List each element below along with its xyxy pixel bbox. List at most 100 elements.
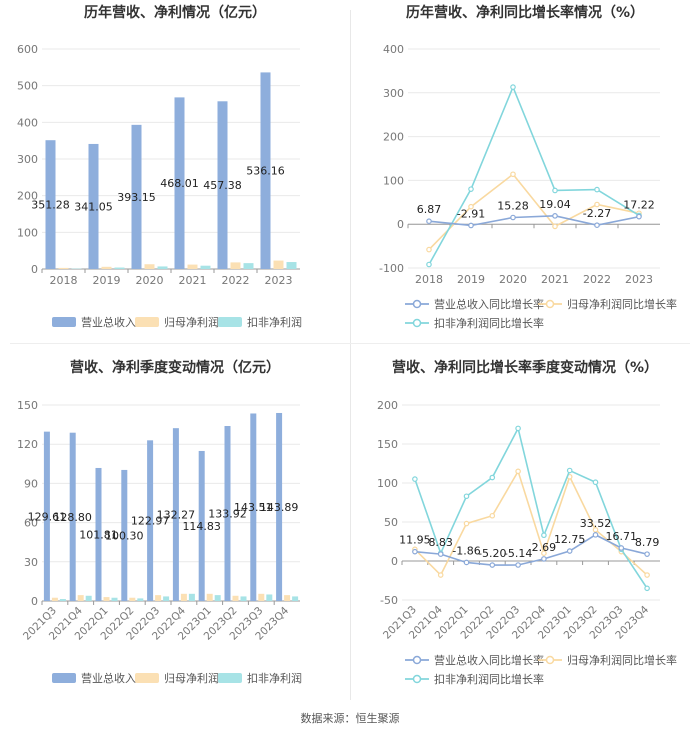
data-point [489,474,496,481]
legend-marker [545,299,555,309]
bar-deducted-profit [114,267,125,269]
y-tick-label: 300 [17,153,38,166]
data-point [592,479,599,486]
data-label: 351.28 [31,199,70,212]
panel-annual-growth: 历年营收、净利同比增长率情况（%） -100 0 100 200 300 400 2018 2… [350,0,700,345]
legend-label: 归母净利润同比增长率 [567,653,677,667]
data-point [468,203,474,210]
data-point [552,187,558,194]
annual-growth-chart: -100 0 100 200 300 400 2018 2019 2020 2021 2022 202… [379,43,677,330]
data-label: 19.04 [539,198,571,211]
data-label: 15.28 [497,200,529,213]
bar-revenue [121,469,128,601]
bar-net-profit [206,593,213,601]
data-point [515,425,521,432]
bar-revenue [260,72,271,270]
x-tick-label: 2018 [415,273,443,286]
chart-title: 营收、净利同比增长率季度变动情况（%） [391,360,659,376]
bar-revenue [69,432,76,601]
y-tick-label: 500 [17,80,38,93]
data-point [426,218,432,224]
legend-label: 营业总收入同比增长率 [434,653,544,667]
bar-net-profit [129,597,136,601]
data-label: 12.75 [554,533,586,546]
legend-label: 扣非净利润 [247,315,302,329]
legend-marker [412,318,422,328]
y-tick-label: 150 [377,438,398,451]
bar-deducted-profit [188,593,195,601]
bar-net-profit [155,595,162,601]
x-tick-label: 2021 [179,274,207,287]
data-point [618,545,625,551]
y-tick-label: 400 [17,116,38,129]
y-tick-label: 100 [17,226,38,239]
bar-net-profit [103,597,110,601]
data-point [594,186,600,193]
legend-swatch [135,317,159,327]
data-point [437,551,444,557]
data-point [412,548,418,555]
data-point [412,476,418,482]
data-label: 17.22 [623,199,655,212]
bar-revenue [43,431,50,601]
bar-deducted-profit [137,598,144,601]
legend-label: 归母净利润 [164,315,219,329]
bar-deducted-profit [163,596,170,601]
legend-marker [412,299,422,309]
data-point [489,562,496,568]
data-label: 33.52 [580,517,612,530]
bar-net-profit [258,593,265,601]
bar-deducted-profit [157,266,168,269]
x-tick-label: 2020 [136,274,164,287]
bar-revenue [198,450,205,601]
data-label: 128.80 [53,511,92,524]
x-tick-label: 2020 [499,273,527,286]
quarterly-amount-chart: 03060901201502021Q32021Q42022Q12022Q2202… [17,399,302,685]
legend-swatch [218,673,242,683]
bar-revenue [172,428,179,601]
legend-label: 扣非净利润同比增长率 [434,672,544,686]
legend-label: 归母净利润同比增长率 [567,297,677,311]
data-label: -2.27 [583,207,611,220]
data-label: 132.27 [157,509,196,522]
bar-revenue [174,97,185,269]
bar-revenue [88,143,99,269]
bar-deducted-profit [240,596,247,601]
series-line [428,84,640,265]
bar-deducted-profit [266,594,273,601]
data-label: 11.95 [399,534,431,547]
y-tick-label: 300 [383,87,404,100]
bar-net-profit [101,266,112,269]
data-label: 8.83 [428,536,453,549]
y-tick-label: 0 [31,595,38,608]
legend-label: 营业总收入同比增长率 [434,297,544,311]
bar-deducted-profit [292,596,299,601]
y-tick-label: 90 [24,477,38,490]
x-tick-label: 2023 [265,274,293,287]
y-tick-label: 600 [17,43,38,56]
panel-annual-amount: 历年营收、净利情况（亿元） 0 100 200 300 400 500 600 2018 201… [0,0,350,345]
y-tick-label: 120 [17,438,38,451]
data-point [644,585,650,592]
data-label: 100.30 [105,529,144,542]
y-tick-label: 150 [17,399,38,412]
x-tick-label: 2018 [50,274,78,287]
y-tick-label: 0 [391,555,398,568]
data-point [541,556,547,562]
data-point [515,468,521,475]
data-label: 2.69 [532,541,557,554]
x-tick-label: 2022 [583,273,611,286]
bar-deducted-profit [111,597,118,601]
y-tick-label: 60 [24,517,38,530]
series-line [428,173,640,251]
data-source: 数据来源：恒生聚源 [300,712,400,725]
bar-deducted-profit [85,595,92,601]
y-tick-label: 30 [24,556,38,569]
legend-marker [545,655,555,665]
bar-net-profit [77,595,84,601]
data-label: -2.91 [457,207,485,220]
data-point [594,201,600,208]
x-tick-label: 2023 [625,273,653,286]
bar-deducted-profit [286,262,297,269]
data-point [510,214,516,221]
